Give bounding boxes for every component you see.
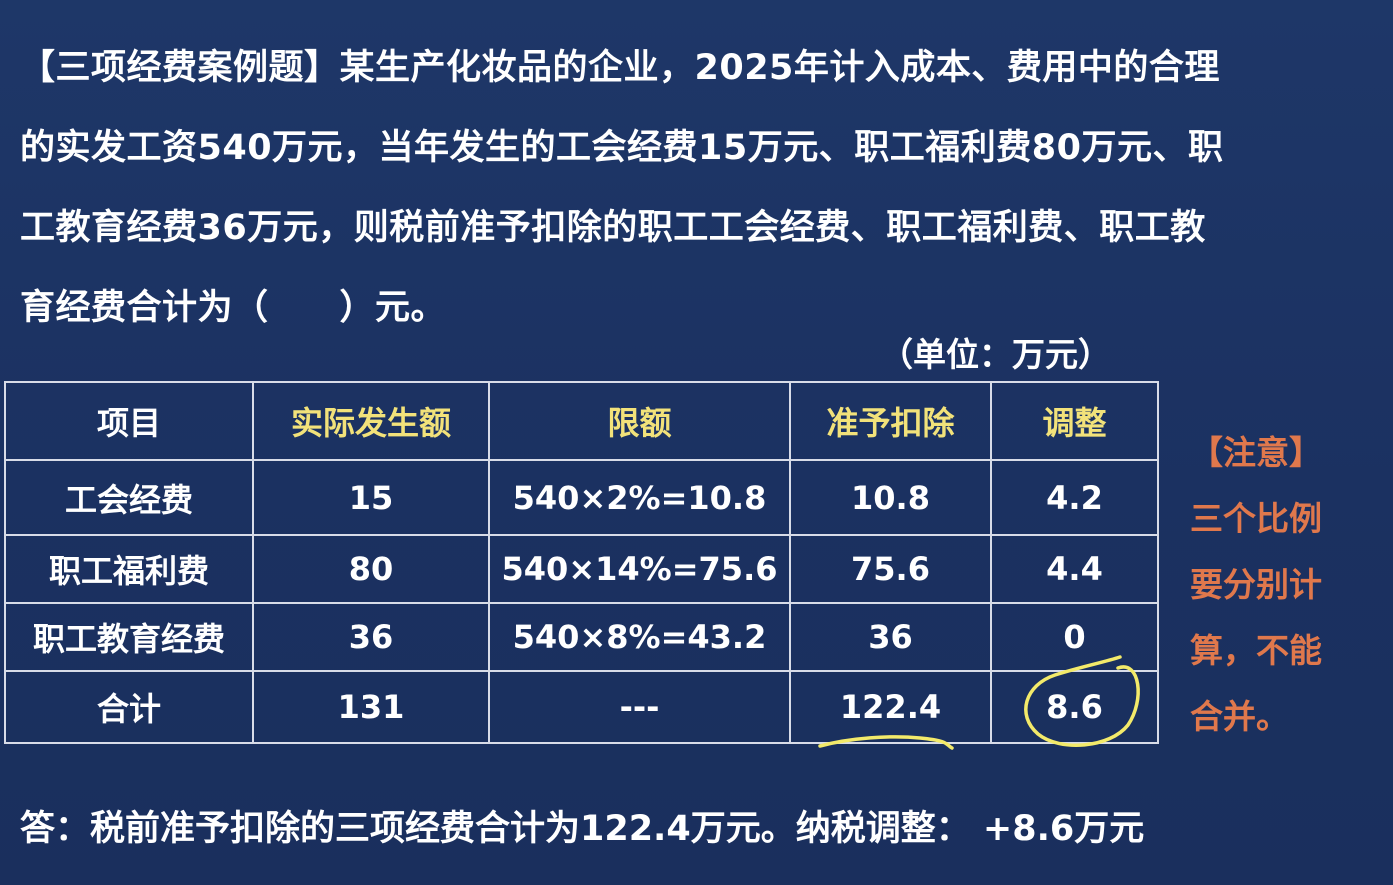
table-row: 职工福利费 80 540×14%=75.6 75.6 4.4	[4, 534, 1159, 604]
table-cell: 80	[252, 534, 490, 604]
note-line: 要分别计	[1190, 565, 1322, 604]
question-line-3: 工教育经费36万元，则税前准予扣除的职工工会经费、职工福利费、职工教	[20, 208, 1206, 248]
table-cell: 职工教育经费	[4, 602, 254, 672]
note-line: 算，不能	[1190, 631, 1322, 670]
table-cell: 36	[789, 602, 992, 672]
table-cell: 10.8	[789, 459, 992, 536]
question-line-2: 的实发工资540万元，当年发生的工会经费15万元、职工福利费80万元、职	[20, 128, 1224, 168]
table-cell: 4.4	[990, 534, 1159, 604]
total-adjustment-cell: 8.6	[990, 670, 1159, 744]
note-line: 【注意】	[1190, 433, 1322, 472]
table-cell: 540×14%=75.6	[488, 534, 791, 604]
header-adjustment: 调整	[990, 381, 1159, 461]
table-cell: 4.2	[990, 459, 1159, 536]
note-box: 【注意】 三个比例 要分别计 算，不能 合并。	[1190, 420, 1370, 750]
question-line-4: 育经费合计为（ ）元。	[20, 288, 447, 328]
answer-text: 答：税前准予扣除的三项经费合计为122.4万元。纳税调整： +8.6万元	[20, 809, 1145, 849]
table-cell: 0	[990, 602, 1159, 672]
table-cell: 15	[252, 459, 490, 536]
header-deductible: 准予扣除	[789, 381, 992, 461]
table-cell: 36	[252, 602, 490, 672]
table-cell: 职工福利费	[4, 534, 254, 604]
table-cell: 131	[252, 670, 490, 744]
header-actual: 实际发生额	[252, 381, 490, 461]
header-limit: 限额	[488, 381, 791, 461]
table-row: 工会经费 15 540×2%=10.8 10.8 4.2	[4, 459, 1159, 536]
note-line: 合并。	[1190, 697, 1289, 736]
table-cell: 540×8%=43.2	[488, 602, 791, 672]
table-header-row: 项目 实际发生额 限额 准予扣除 调整	[4, 381, 1159, 461]
table-cell: 工会经费	[4, 459, 254, 536]
table-total-row: 合计 131 --- 122.4 8.6	[4, 670, 1159, 744]
table-cell: 540×2%=10.8	[488, 459, 791, 536]
table-cell: 75.6	[789, 534, 992, 604]
table-cell: 合计	[4, 670, 254, 744]
table-cell: ---	[488, 670, 791, 744]
note-line: 三个比例	[1190, 499, 1322, 538]
question-line-1: 【三项经费案例题】某生产化妆品的企业，2025年计入成本、费用中的合理	[20, 48, 1220, 88]
header-item: 项目	[4, 381, 254, 461]
unit-label: （单位：万元）	[880, 335, 1111, 374]
question-text: 【三项经费案例题】某生产化妆品的企业，2025年计入成本、费用中的合理 的实发工…	[20, 28, 1370, 348]
total-deductible-cell: 122.4	[789, 670, 992, 744]
table-row: 职工教育经费 36 540×8%=43.2 36 0	[4, 602, 1159, 672]
fee-table: 项目 实际发生额 限额 准予扣除 调整 工会经费 15 540×2%=10.8 …	[4, 381, 1159, 744]
